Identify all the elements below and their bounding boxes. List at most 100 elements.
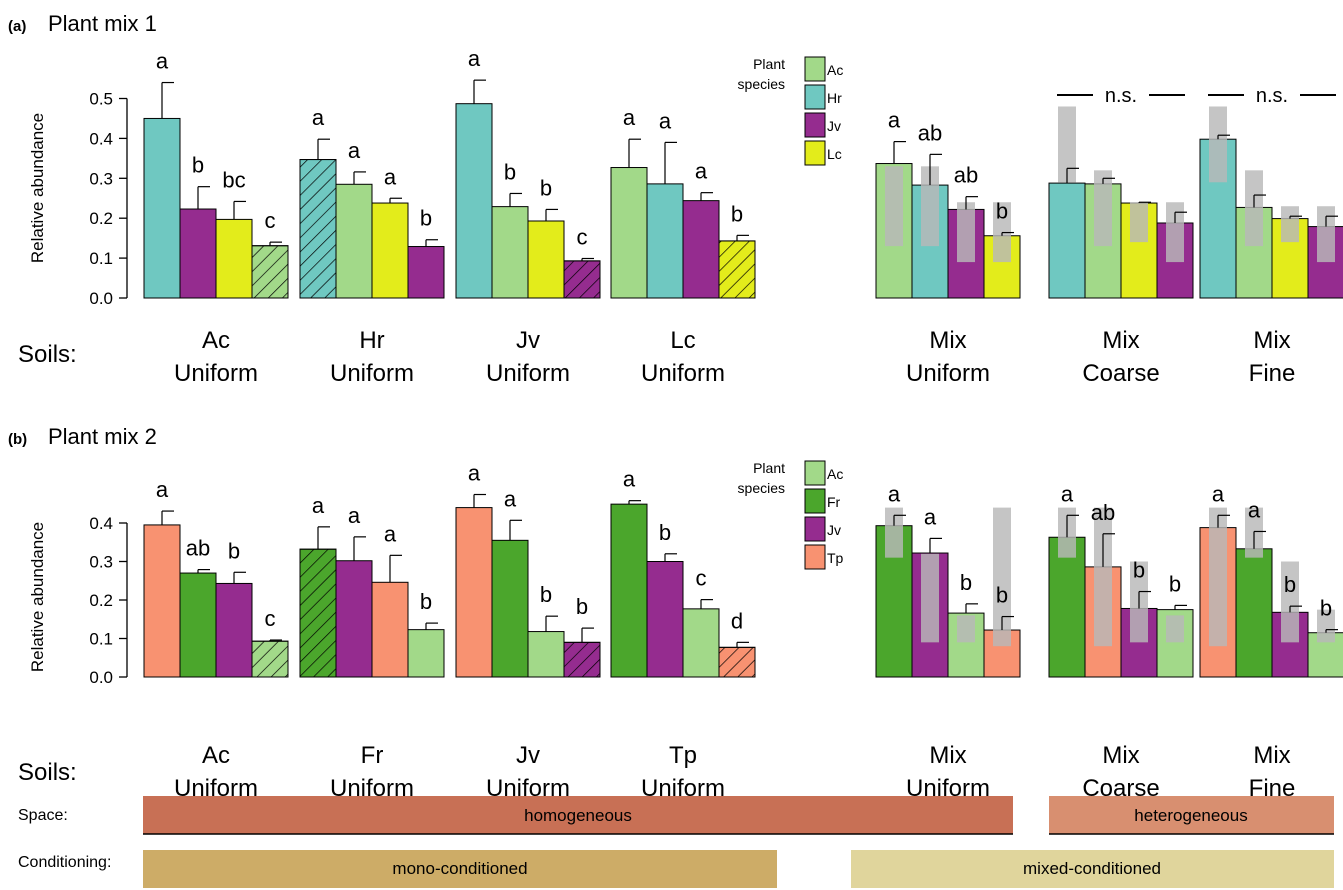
panel-b-group-label-soil: Mix <box>1102 742 1139 769</box>
panel-a-group-label-type: Uniform <box>906 360 990 387</box>
panel-b-sig-letter: a <box>888 481 901 506</box>
panel-b-legend-swatch-Jv <box>804 516 826 542</box>
panel-b-sig-letter: a <box>312 493 325 518</box>
panel-a-sig-letter: a <box>659 108 672 133</box>
panel-a-group-label-type: Uniform <box>641 360 725 387</box>
panel-b-sig-letter: b <box>1320 596 1332 621</box>
panel-a-bar-hatch <box>299 159 337 299</box>
panel-b-null-range <box>957 615 975 643</box>
panel-a-sig-letter: a <box>623 105 636 130</box>
panel-b-bar-Tp <box>455 507 493 678</box>
panel-b-legend-swatch-Tp <box>804 544 826 570</box>
panel-a-ylabel: Relative abundance <box>28 113 47 263</box>
panel-b-sig-letter: a <box>348 503 361 528</box>
panel-b-bar-Fr <box>1048 536 1086 678</box>
panel-a-sig-letter: b <box>192 153 204 178</box>
panel-a-null-range <box>1245 170 1263 247</box>
panel-a-legend-swatch-Hr <box>804 84 826 110</box>
panel-a-bar-hatch <box>251 245 289 299</box>
heterogeneous-text: heterogeneous <box>1134 806 1247 825</box>
panel-a-bar-Jv <box>407 246 445 299</box>
panel-b-bar-hatch <box>251 640 289 678</box>
panel-b-bar-Jv <box>646 561 684 678</box>
panel-a-y-tick-label: 0.0 <box>89 289 113 308</box>
panel-b-bar-Jv <box>335 560 373 678</box>
panel-a-legend-title: Plant <box>753 56 785 72</box>
panel-b-sig-letter: a <box>156 477 169 502</box>
panel-a-null-range <box>921 166 939 247</box>
panel-b-bar-Fr <box>179 572 217 678</box>
panel-b-legend-title: species <box>738 480 785 496</box>
panel-a-y-tick-label: 0.1 <box>89 249 113 268</box>
panel-b-sig-letter: a <box>384 521 397 546</box>
panel-b-sig-letter: b <box>540 582 552 607</box>
panel-a-sig-letter: c <box>577 224 588 249</box>
panel-a-bar-Lc <box>215 218 253 299</box>
panel-b-null-range <box>1281 561 1299 643</box>
space-label: Space: <box>18 807 68 824</box>
panel-a-group-label-soil: Jv <box>516 327 540 354</box>
conditioning-label: Conditioning: <box>18 854 111 871</box>
panel-b-group-label-soil: Ac <box>202 742 230 769</box>
panel-b-y-tick-label: 0.2 <box>89 591 113 610</box>
panel-a-bar-Ac <box>610 167 648 299</box>
panel-a-sig-letter: a <box>156 49 169 74</box>
panel-a-sig-letter: b <box>504 159 516 184</box>
panel-a-legend-swatch-Ac <box>804 56 826 82</box>
panel-b-bar-hatch <box>718 646 756 678</box>
panel-b-bar-Fr <box>610 503 648 678</box>
panel-a-sig-letter: a <box>695 159 708 184</box>
panel-a-bar-Lc <box>371 202 409 299</box>
panel-b-y-tick-label: 0.0 <box>89 668 113 687</box>
panel-a-bar-Hr <box>455 103 493 299</box>
panel-b-bar-Ac <box>527 631 565 678</box>
panel-a-null-range <box>1130 202 1148 243</box>
panel-a-null-range <box>1058 106 1076 183</box>
panel-a-sig-letter: a <box>348 138 361 163</box>
panel-a-y-tick-label: 0.2 <box>89 209 113 228</box>
panel-a-legend-swatch-Lc <box>804 140 826 166</box>
panel-a-tag: (a) <box>8 18 26 35</box>
panel-b-null-range <box>885 507 903 558</box>
panel-a-bar-Lc <box>527 220 565 299</box>
panel-a-sig-letter: c <box>265 208 276 233</box>
panel-a-bar-Ac <box>335 183 373 299</box>
panel-a-y-tick-label: 0.3 <box>89 169 113 188</box>
panel-a-legend-label-Ac: Ac <box>827 62 843 78</box>
panel-b-legend-label-Fr: Fr <box>827 494 841 510</box>
panel-a-group-label-type: Uniform <box>486 360 570 387</box>
panel-b-sig-letter: b <box>1169 571 1181 596</box>
panel-b-sig-letter: c <box>696 566 707 591</box>
panel-b-bar-Jv <box>215 582 253 678</box>
panel-b-sig-letter: b <box>996 583 1008 608</box>
panel-b-null-range <box>1317 609 1335 643</box>
panel-b-sig-letter: b <box>576 594 588 619</box>
panel-a-bar-Hr <box>143 117 181 299</box>
panel-b-sig-letter: b <box>960 570 972 595</box>
panel-b-sig-letter: a <box>623 467 636 492</box>
panel-a-title: Plant mix 1 <box>48 11 157 36</box>
panel-a-null-range <box>1166 202 1184 263</box>
panel-b-bar-Ac <box>682 608 720 678</box>
panel-a-null-range <box>957 202 975 263</box>
mono-conditioned-band <box>143 850 777 888</box>
panel-a-sig-letter: bc <box>222 167 245 192</box>
panel-b-sig-letter: ab <box>186 536 210 561</box>
panel-b-bar-Tp <box>371 581 409 678</box>
panel-b-tag: (b) <box>8 431 27 448</box>
panel-a-group-label-soil: Lc <box>670 327 695 354</box>
panel-a-sig-letter: b <box>420 206 432 231</box>
panel-b-sig-letter: b <box>659 520 671 545</box>
panel-a-null-range <box>1094 170 1112 247</box>
panel-b-legend-swatch-Fr <box>804 488 826 514</box>
panel-b-sig-letter: a <box>1061 481 1074 506</box>
panel-b-null-range <box>1209 507 1227 647</box>
panel-b-null-range <box>1166 615 1184 643</box>
panel-a-group-label-soil: Hr <box>359 327 384 354</box>
panel-b-group-label-type: Uniform <box>330 775 414 802</box>
panel-b-sig-letter: b <box>1284 572 1296 597</box>
panel-b-group-label-soil: Jv <box>516 742 540 769</box>
panel-a-group-label-type: Uniform <box>330 360 414 387</box>
panel-a-sig-letter: a <box>468 46 481 71</box>
